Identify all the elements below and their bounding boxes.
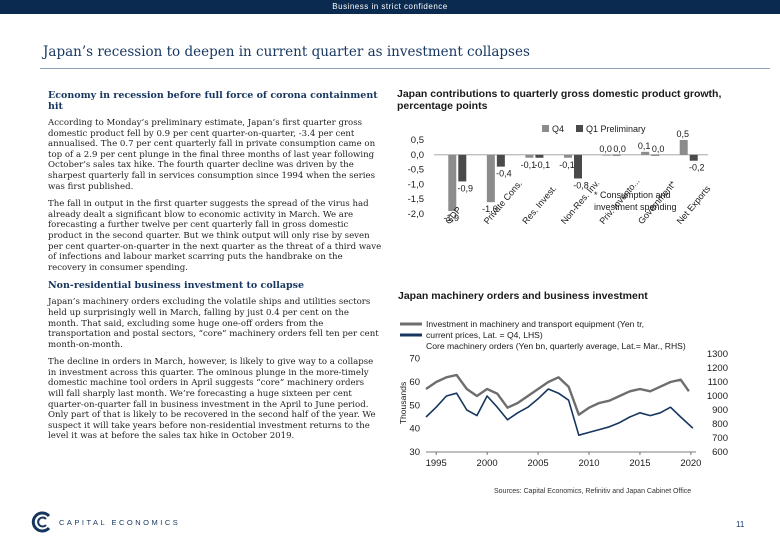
banner-text: Business in strict confidence [332,2,448,11]
page-title: Japan’s recession to deepen in current q… [43,44,530,60]
page-number: 11 [736,520,745,529]
left-y-tick-label: 70 [409,354,420,365]
paragraph-output: The fall in output in the first quarter … [48,199,382,273]
left-y-tick-label: 60 [409,377,420,388]
x-tick-label: 2005 [528,458,549,469]
right-y-tick-label: 900 [712,405,728,416]
y-tick-label: -1,0 [408,179,424,190]
legend-label-0a: Investment in machinery and transport eq… [426,319,644,329]
category-label: Net Exports [675,183,713,226]
y-axis-label: Thousands [398,382,408,425]
bar-q4 [486,154,495,203]
bar-q1-preliminary [458,154,467,182]
bar-q4 [641,151,650,155]
logo-text: CAPITAL ECONOMICS [59,517,181,527]
bar-q1-preliminary [535,154,544,158]
series-line-core-orders [425,388,694,436]
right-y-tick-label: 1200 [707,363,728,374]
left-column: Economy in recession before full force o… [48,90,382,449]
top-banner: Business in strict confidence [0,0,780,14]
bar-chart: Q4 Q1 Preliminary 0,5 0,0 -0,5 -1,0 -1,5 -2,0 -1… [408,124,713,226]
logo-mark-icon [31,511,51,533]
y-tick-label: 0,5 [411,135,424,146]
legend-label-0: Q4 [552,124,564,134]
bar-q1-preliminary [612,154,621,156]
category-label: Res. Invest. [520,183,558,226]
paragraph-gdp: According to Monday’s preliminary estima… [48,118,376,192]
bar-data-label: -0,9 [458,183,474,193]
y-tick-label: 0,0 [411,150,424,161]
line-chart: Investment in machinery and transport eq… [398,319,728,469]
left-y-tick-label: 40 [409,424,420,435]
right-y-tick-label: 800 [712,419,728,430]
legend-label-0b: current prices, Lat. = Q4, LHS) [426,330,543,340]
category-label: GDP [443,205,463,226]
bar-q4 [525,154,534,158]
title-divider [40,68,770,69]
section-heading-recession: Economy in recession before full force o… [48,90,378,112]
bar-data-label: 0,1 [638,141,651,151]
y-tick-label: -0,5 [408,165,424,176]
footnote-line-2: investment spending [594,202,677,212]
paragraph-decline: The decline in orders in March, however,… [48,357,376,442]
right-y-tick-label: 700 [712,433,728,444]
left-y-tick-label: 30 [409,447,420,458]
legend-label-1: Q1 Preliminary [586,124,646,134]
y-tick-label: -1,5 [408,194,424,205]
legend-swatch-1 [576,125,583,132]
x-tick-label: 2020 [680,458,701,469]
y-tick-label: -2,0 [408,209,424,220]
bar-q1-preliminary [574,154,582,179]
bar-data-label: -1,6 [482,204,498,214]
footnote-line-1: * Consumption and [594,190,671,200]
bar-chart-title: Japan contributions to quarterly gross d… [397,88,722,112]
bar-data-label: -0,8 [573,180,589,190]
bar-data-label: 0,5 [676,129,689,139]
right-y-tick-label: 1000 [707,391,728,402]
x-tick-label: 2015 [629,458,650,469]
bar-q1-preliminary [651,154,660,156]
bar-data-label: -1,9 [444,213,460,223]
paragraph-machinery: Japan’s machinery orders excluding the v… [48,297,379,350]
bar-data-label: 0,0 [613,144,626,154]
series-line-investment [425,373,690,416]
bar-q4 [602,154,611,156]
bar-data-label: -0,1 [521,160,537,170]
right-y-tick-label: 600 [712,447,728,458]
line-chart-title: Japan machinery orders and business inve… [398,290,648,302]
right-y-tick-label: 1300 [707,349,728,360]
x-tick-label: 1995 [426,458,447,469]
bar-data-label: -0,4 [496,169,512,179]
bar-q4 [679,140,688,155]
bar-data-label: 0,0 [599,144,612,154]
right-y-tick-label: 1100 [708,377,728,388]
x-tick-label: 2010 [578,458,599,469]
section-heading-investment: Non-residential business investment to c… [48,280,305,292]
legend-label-1: Core machinery orders (Yen bn, quarterly… [426,341,686,351]
bar-q1-preliminary [496,154,505,167]
sources-note: Sources: Capital Economics, Refinitiv an… [494,488,692,495]
bar-data-label: -0,2 [689,163,705,173]
bar-data-label: -0,1 [535,160,551,170]
x-tick-label: 2000 [477,458,498,469]
bar-data-label: 0,0 [652,144,665,154]
bar-q1-preliminary [689,154,698,161]
company-logo[interactable]: CAPITAL ECONOMICS [30,510,180,534]
bar-q4 [564,154,572,158]
legend-swatch-0 [542,125,549,132]
bar-q4 [448,154,457,212]
bar-data-label: -0,1 [559,160,575,170]
left-y-tick-label: 50 [409,400,420,411]
